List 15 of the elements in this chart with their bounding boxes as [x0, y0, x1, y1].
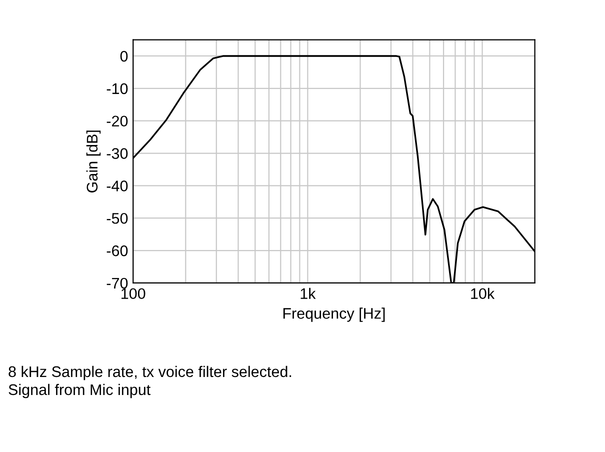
text: 8 kHz Sample rate, tx voice filter selected.: [8, 366, 292, 380]
y-tick-label: -50: [106, 212, 128, 224]
y-tick-label: -60: [106, 245, 128, 256]
text: Signal from Mic input: [8, 384, 151, 398]
y-tick-label: -10: [106, 83, 128, 94]
x-tick-label: 100: [122, 288, 146, 300]
y-axis-title: Gain [dB]: [86, 130, 101, 192]
y-tick-label: -20: [106, 116, 128, 127]
x-axis-title: Frequency [Hz]: [283, 308, 385, 322]
y-tick-label: -30: [106, 148, 128, 159]
y-tick-label: 0: [120, 50, 128, 62]
y-tick-label: -70: [106, 278, 128, 289]
y-tick-label: -40: [106, 180, 128, 192]
x-tick-label: 1k: [300, 288, 316, 299]
x-tick-label: 10k: [471, 288, 495, 300]
